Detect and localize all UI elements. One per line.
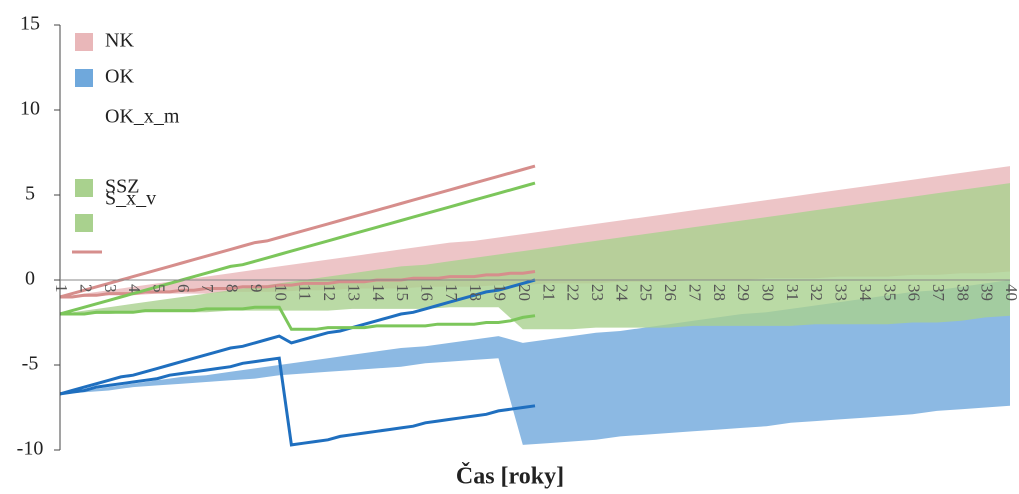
legend-swatch [75,179,93,197]
legend-swatch [75,69,93,87]
x-tick-label: 23 [588,284,607,301]
x-tick-label: 34 [856,284,875,302]
x-tick-label: 17 [442,284,461,302]
x-tick-label: 24 [612,284,631,302]
y-tick-label: 5 [25,183,35,205]
x-tick-label: 22 [564,284,583,301]
series-line [59,356,536,447]
series-line [59,164,536,299]
x-tick-label: 33 [832,284,851,301]
x-tick-label: 1 [52,284,71,293]
band-area [60,183,1010,330]
x-tick-label: 8 [223,284,242,293]
x-tick-label: 21 [539,284,558,301]
x-tick-label: 35 [880,284,899,301]
x-tick-label: 9 [247,284,266,293]
x-tick-label: 40 [1002,284,1019,301]
x-axis-title: Čas [roky] [456,463,564,490]
legend-label: OK_x_m [105,106,180,128]
x-tick-label: 19 [491,284,510,301]
legend-label: S_x_v [105,188,156,210]
x-tick-label: 4 [125,284,144,293]
x-tick-label: 38 [953,284,972,301]
x-tick-label: 3 [101,284,120,293]
x-tick-label: 25 [637,284,656,301]
x-tick-label: 37 [929,284,948,302]
x-tick-label: 20 [515,284,534,301]
x-tick-label: 26 [661,284,680,301]
x-tick-label: 14 [369,284,388,302]
x-tick-label: 15 [393,284,412,301]
y-tick-label: -10 [17,438,44,460]
x-tick-label: 2 [76,284,95,293]
x-tick-label: 16 [417,284,436,301]
y-tick-label: 0 [25,268,35,290]
legend-label: NK [105,30,134,52]
x-tick-label: 18 [466,284,485,301]
x-tick-label: 30 [759,284,778,301]
x-tick-label: 39 [978,284,997,301]
legend-swatch [75,214,93,232]
x-tick-label: 10 [271,284,290,301]
series-line [60,305,536,331]
x-tick-label: 12 [320,284,339,301]
x-tick-label: 32 [807,284,826,301]
x-tick-label: 29 [734,284,753,301]
legend-label: SSZ [105,176,139,198]
x-tick-label: 31 [783,284,802,301]
series-line [59,278,536,396]
x-tick-label: 27 [685,284,704,302]
series-line [59,181,536,316]
y-tick-label: -5 [22,353,39,375]
x-tick-label: 6 [174,284,193,293]
x-tick-label: 28 [710,284,729,301]
y-tick-label: 15 [20,13,40,35]
x-tick-label: 11 [296,284,315,300]
legend-swatch [75,33,93,51]
y-tick-label: 10 [20,98,40,120]
legend-label: OK [105,66,134,88]
x-tick-label: 36 [905,284,924,301]
x-tick-label: 13 [344,284,363,301]
x-tick-label: 5 [150,284,169,293]
x-tick-label: 7 [198,284,217,293]
